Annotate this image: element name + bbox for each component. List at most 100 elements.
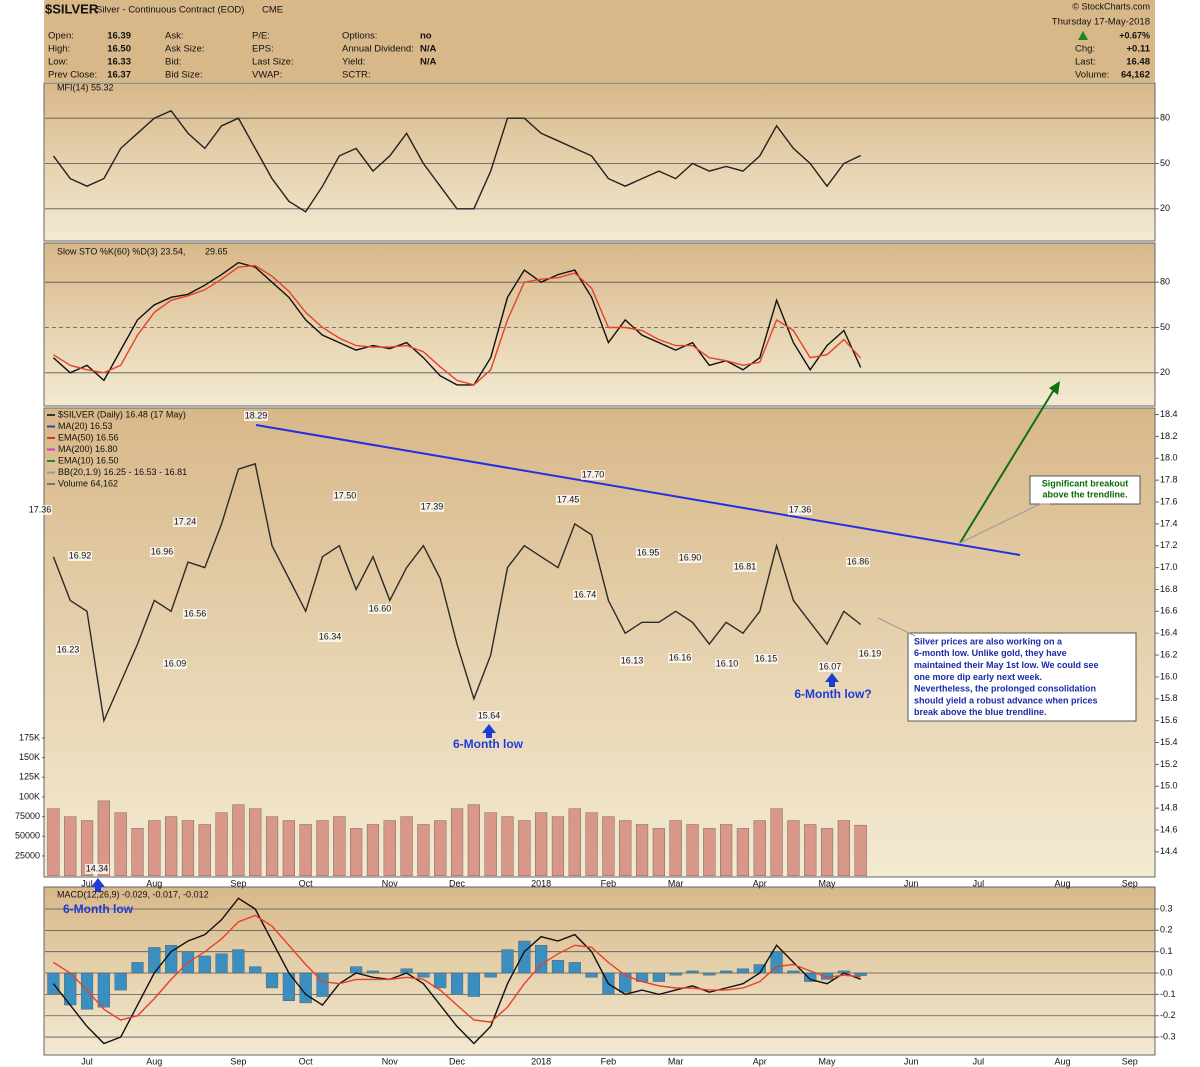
bar bbox=[131, 828, 144, 876]
x-tick-label: Dec bbox=[449, 1056, 466, 1066]
x-tick-label: Nov bbox=[382, 1056, 399, 1066]
header-bg bbox=[44, 0, 1155, 82]
note-text: maintained their May 1st low. We could s… bbox=[914, 660, 1099, 670]
bar bbox=[215, 953, 228, 974]
bar bbox=[114, 812, 127, 876]
bar bbox=[64, 816, 77, 876]
y-tick-label: 80 bbox=[1160, 277, 1170, 287]
bar bbox=[299, 972, 312, 1004]
bar bbox=[652, 972, 665, 982]
bar bbox=[703, 828, 716, 876]
bar bbox=[383, 820, 396, 876]
bar bbox=[282, 820, 295, 876]
x-tick-label: Aug bbox=[146, 878, 162, 888]
y-tick-label: 16.2 bbox=[1160, 649, 1178, 659]
y-tick-label: 80 bbox=[1160, 113, 1170, 123]
bar bbox=[265, 972, 279, 989]
field-label: EPS: bbox=[252, 44, 274, 55]
bar bbox=[131, 962, 144, 974]
y2-tick-label: 50000 bbox=[15, 831, 40, 841]
y-tick-label: -0.3 bbox=[1160, 1031, 1176, 1041]
note-text: Silver prices are also working on a bbox=[914, 636, 1063, 646]
label-bg bbox=[581, 470, 605, 480]
trendline bbox=[255, 424, 1021, 556]
label-bg bbox=[636, 548, 660, 558]
x-tick-label: May bbox=[819, 878, 837, 888]
legend-text: EMA(50) 16.56 bbox=[58, 432, 119, 442]
bar bbox=[703, 972, 716, 976]
label-bg bbox=[788, 505, 812, 515]
legend-text: $SILVER (Daily) 16.48 (17 May) bbox=[58, 409, 186, 419]
label-bg bbox=[318, 632, 342, 642]
y-tick-label: 20 bbox=[1160, 203, 1170, 213]
x-tick-label: Aug bbox=[146, 1056, 162, 1066]
up-triangle bbox=[1078, 31, 1088, 40]
label-bg bbox=[68, 551, 92, 561]
bar bbox=[366, 824, 380, 876]
bar bbox=[720, 824, 733, 876]
bar bbox=[568, 962, 581, 974]
label-bg bbox=[858, 649, 882, 659]
series-line bbox=[52, 897, 861, 1045]
note-pointer bbox=[877, 617, 916, 637]
x-tick-label: Oct bbox=[299, 878, 314, 888]
bar bbox=[837, 820, 850, 876]
y-tick-label: 17.8 bbox=[1160, 475, 1178, 485]
y-tick-label: 15.6 bbox=[1160, 715, 1178, 725]
x-tick-label: 2018 bbox=[531, 878, 551, 888]
bar bbox=[484, 972, 497, 978]
price-label: 16.81 bbox=[734, 561, 757, 571]
bar bbox=[736, 828, 750, 876]
price-label: 16.92 bbox=[69, 550, 92, 560]
low-arrow bbox=[91, 878, 105, 892]
x-tick-label: Feb bbox=[601, 1056, 617, 1066]
y2-tick-label: 25000 bbox=[15, 850, 40, 860]
label-bg bbox=[818, 662, 842, 672]
price-label: 16.19 bbox=[859, 648, 882, 658]
panel-title: MACD(12,26,9) -0.029, -0.017, -0.012 bbox=[57, 889, 209, 899]
change-pct: +0.67% bbox=[1119, 30, 1150, 40]
bar bbox=[232, 949, 245, 974]
quote-label: Open: bbox=[48, 31, 74, 42]
bar bbox=[585, 972, 598, 978]
quote-value: 16.37 bbox=[107, 70, 131, 81]
y-tick-label: 0.0 bbox=[1160, 967, 1173, 977]
bar bbox=[787, 820, 800, 876]
label-bg bbox=[244, 411, 268, 421]
bar bbox=[518, 940, 531, 974]
note-text: one more dip early next week. bbox=[914, 672, 1042, 682]
y-tick-label: 0.1 bbox=[1160, 946, 1173, 956]
bar bbox=[265, 816, 279, 876]
panel-title: Slow STO %K(60) %D(3) 23.54, bbox=[57, 246, 185, 256]
y-tick-label: 17.2 bbox=[1160, 540, 1178, 550]
field-label: Yield: bbox=[342, 57, 365, 68]
bar bbox=[350, 828, 363, 876]
low-label: 6-Month low? bbox=[794, 687, 871, 701]
bar bbox=[249, 966, 262, 974]
bar bbox=[450, 972, 464, 995]
quote-label: Chg: bbox=[1075, 44, 1095, 55]
bar bbox=[787, 970, 800, 974]
price-label: 16.09 bbox=[164, 658, 187, 668]
bar bbox=[215, 812, 228, 876]
label-bg bbox=[477, 711, 501, 721]
label-bg bbox=[28, 505, 52, 515]
field-label: VWAP: bbox=[252, 70, 282, 81]
price-label: 16.74 bbox=[574, 589, 597, 599]
bar bbox=[535, 945, 548, 974]
x-tick-label: Apr bbox=[753, 878, 767, 888]
bar bbox=[652, 828, 665, 876]
x-tick-label: Sep bbox=[230, 1056, 246, 1066]
bar bbox=[417, 824, 430, 876]
panel-mfi bbox=[43, 82, 1156, 242]
x-tick-label: Sep bbox=[1122, 878, 1138, 888]
y-tick-label: 15.0 bbox=[1160, 781, 1178, 791]
breakout-arrow bbox=[959, 387, 1056, 544]
quote-value: 16.48 bbox=[1126, 57, 1150, 68]
y-tick-label: 16.8 bbox=[1160, 584, 1178, 594]
bar bbox=[80, 820, 94, 876]
panel-sto bbox=[43, 242, 1156, 407]
label-bg bbox=[173, 517, 197, 527]
price-label: 17.45 bbox=[557, 494, 580, 504]
